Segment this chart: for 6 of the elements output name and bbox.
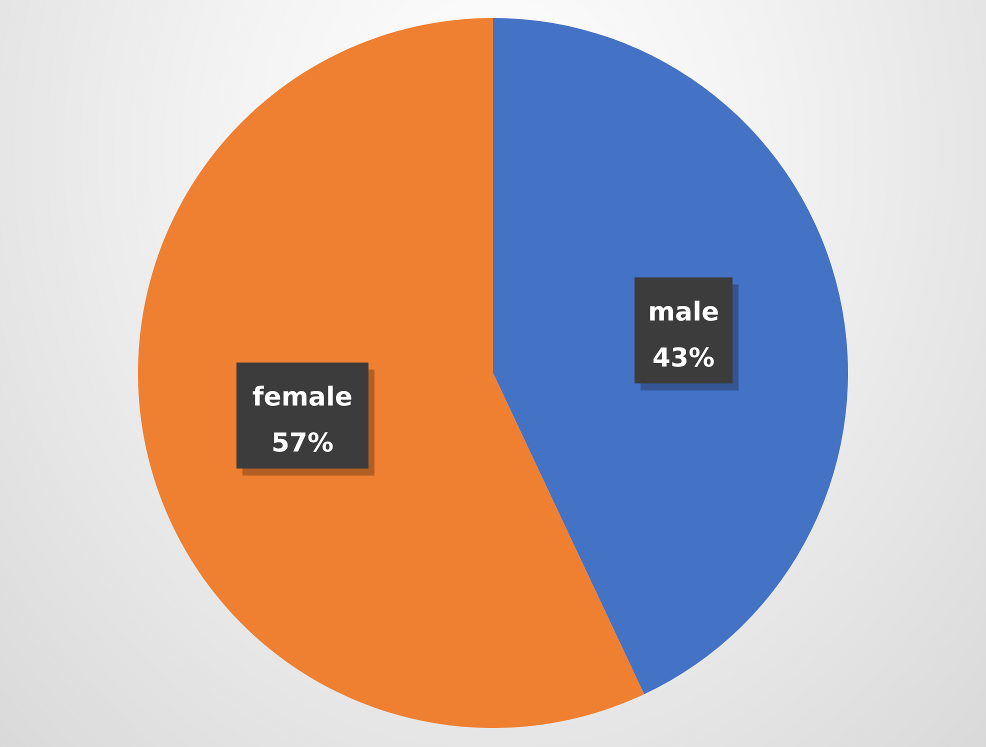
slice-label: male — [648, 297, 720, 328]
pie-slice — [138, 18, 644, 728]
pie-slice — [493, 18, 848, 694]
data-label: 43% — [652, 343, 715, 374]
slice-label: female — [252, 382, 353, 413]
data-label: 57% — [271, 428, 334, 459]
